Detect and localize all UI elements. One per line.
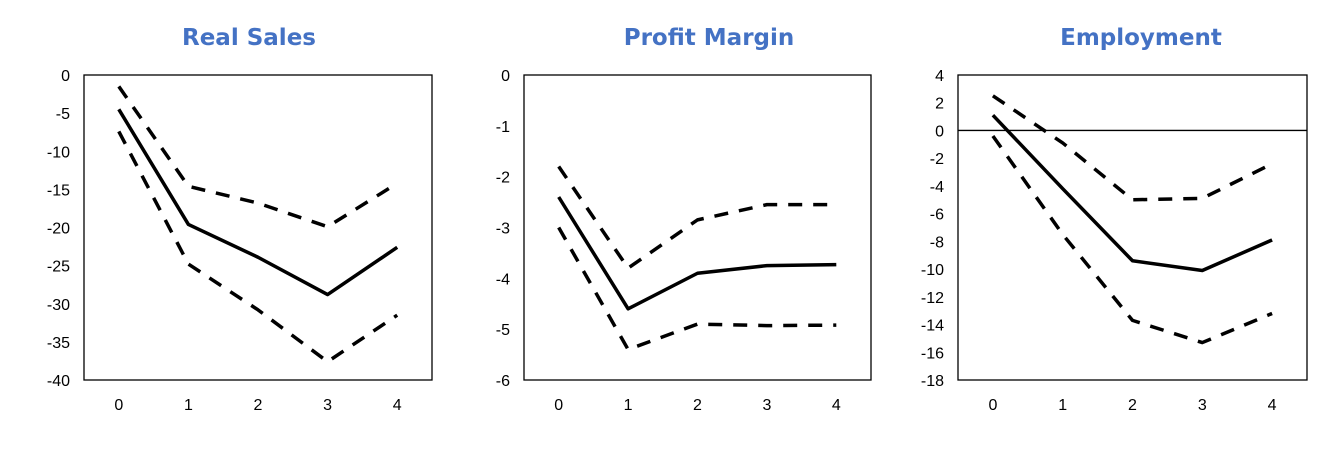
y-tick-label: -2 — [496, 170, 510, 187]
x-tick-label: 0 — [988, 397, 997, 414]
y-tick-label: -16 — [921, 345, 944, 362]
y-tick-label: -12 — [921, 290, 944, 307]
y-tick-label: -4 — [496, 271, 510, 288]
y-tick-label: -10 — [921, 262, 944, 279]
x-tick-label: 1 — [184, 397, 193, 414]
confidence-band-line — [557, 165, 837, 270]
y-tick-label: -10 — [47, 144, 70, 161]
x-tick-label: 2 — [693, 397, 702, 414]
y-tick-label: -3 — [496, 221, 510, 238]
x-tick-label: 3 — [1198, 397, 1207, 414]
confidence-band-line — [117, 85, 399, 229]
y-tick-label: -4 — [930, 179, 944, 196]
x-tick-label: 4 — [832, 397, 841, 414]
x-tick-label: 1 — [624, 397, 633, 414]
chart-title: Employment — [1060, 25, 1222, 51]
y-tick-label: -5 — [496, 322, 510, 339]
y-tick-label: -6 — [930, 207, 944, 224]
chart-panel-2: Employment 4 2 0 -2 -4 -6 -8 -10 -12 -14 -16 -18 0 1 2 3… — [921, 25, 1308, 414]
chart-panel-1: Profit Margin 0 -1 -2 -3 -4 -5 -6 0 1 2 3 4 — [496, 25, 872, 414]
x-tick-label: 0 — [554, 397, 563, 414]
y-tick-label: -14 — [921, 318, 944, 335]
x-tick-label: 2 — [254, 397, 263, 414]
plot-frame — [523, 74, 872, 381]
y-tick-label: -15 — [47, 182, 70, 199]
chart-title: Profit Margin — [624, 25, 795, 51]
x-tick-label: 4 — [1268, 397, 1277, 414]
y-tick-label: -8 — [930, 234, 944, 251]
y-tick-label: 2 — [935, 96, 944, 113]
chart-panel-0: Real Sales 0 -5 -10 -15 -20 -25 -30 -35 -40 0 1 2 3 4 — [47, 25, 433, 414]
y-tick-label: -6 — [496, 373, 510, 390]
y-tick-label: -35 — [47, 335, 70, 352]
estimate-line — [557, 196, 837, 311]
y-tick-label: -1 — [496, 119, 510, 136]
x-tick-label: 3 — [762, 397, 771, 414]
chart-title: Real Sales — [182, 25, 316, 51]
y-tick-label: 0 — [61, 68, 70, 85]
y-tick-label: 4 — [935, 68, 944, 85]
y-tick-label: -18 — [921, 373, 944, 390]
y-tick-label: -20 — [47, 221, 70, 238]
y-tick-label: 0 — [935, 123, 944, 140]
x-tick-label: 3 — [323, 397, 332, 414]
plot-frame — [83, 74, 433, 381]
y-tick-label: -25 — [47, 259, 70, 276]
x-tick-label: 2 — [1128, 397, 1137, 414]
confidence-band-line — [557, 226, 837, 352]
confidence-band-line — [117, 130, 399, 364]
y-tick-label: -30 — [47, 297, 70, 314]
estimate-line — [991, 113, 1273, 273]
confidence-band-line — [991, 94, 1273, 202]
confidence-band-line — [991, 134, 1273, 345]
y-tick-label: -5 — [56, 106, 70, 123]
x-tick-label: 1 — [1058, 397, 1067, 414]
y-tick-label: -40 — [47, 373, 70, 390]
estimate-line — [117, 108, 399, 297]
plot-frame — [957, 74, 1308, 381]
x-tick-label: 4 — [393, 397, 402, 414]
y-tick-label: -2 — [930, 151, 944, 168]
y-tick-label: 0 — [501, 68, 510, 85]
x-tick-label: 0 — [114, 397, 123, 414]
